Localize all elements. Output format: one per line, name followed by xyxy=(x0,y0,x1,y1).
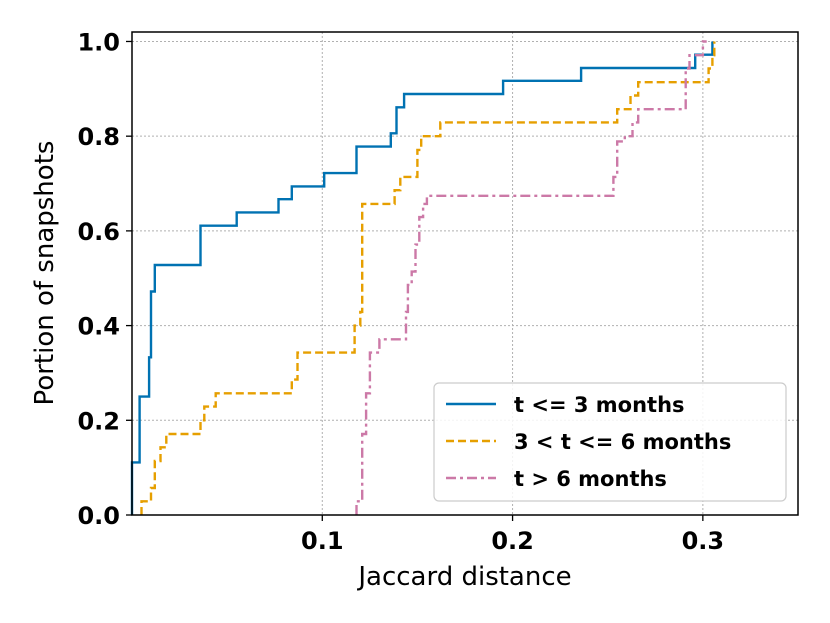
legend-label-1: 3 < t <= 6 months xyxy=(514,430,731,454)
legend-label-2: t > 6 months xyxy=(514,467,667,491)
series-lines xyxy=(130,40,716,515)
y-tick-label-0: 0.0 xyxy=(77,502,120,530)
y-axis-label: Portion of snapshots xyxy=(30,141,60,406)
x-tick-label-0: 0.1 xyxy=(301,527,344,555)
y-tick-label-2: 0.4 xyxy=(77,313,120,341)
x-axis-label: Jaccard distance xyxy=(356,562,571,592)
legend-label-0: t <= 3 months xyxy=(514,393,685,417)
y-tick-label-1: 0.2 xyxy=(77,407,120,435)
series-line-2 xyxy=(355,40,707,515)
y-tick-label-3: 0.6 xyxy=(77,218,120,246)
x-tick-label-2: 0.3 xyxy=(682,527,725,555)
y-tick-label-4: 0.8 xyxy=(77,123,120,151)
plot-frame xyxy=(131,31,799,516)
x-tick-label-1: 0.2 xyxy=(491,527,534,555)
axis-ticks: 0.1 0.2 0.3 0.0 0.2 0.4 0.6 0.8 1.0 xyxy=(77,28,724,555)
legend: t <= 3 months 3 < t <= 6 months t > 6 mo… xyxy=(433,382,787,502)
series-line-0 xyxy=(130,41,714,515)
series-line-1 xyxy=(140,41,716,515)
y-tick-label-5: 1.0 xyxy=(77,28,120,56)
legend-box xyxy=(433,382,787,502)
